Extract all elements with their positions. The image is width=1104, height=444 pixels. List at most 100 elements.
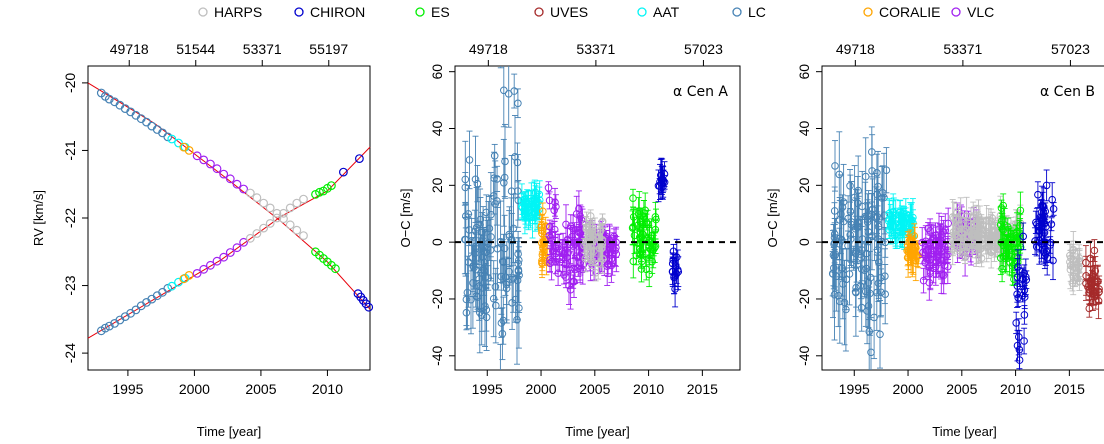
oc-point-es	[646, 240, 655, 259]
oc-point-chiron	[658, 165, 666, 195]
oc-marker	[1000, 221, 1009, 229]
oc-marker	[1014, 263, 1022, 271]
oc-point-aat	[891, 231, 900, 249]
legend-marker-coralie	[863, 7, 873, 17]
oc-point-vlc	[566, 225, 575, 265]
oc-marker	[500, 173, 509, 182]
oc-point-lc	[858, 170, 867, 242]
oc-marker	[830, 264, 838, 272]
oc-marker	[503, 278, 511, 287]
oc-point-harps	[985, 208, 993, 246]
legend-label-harps: HARPS	[214, 4, 262, 20]
oc-marker	[891, 236, 900, 245]
rv-point-aat	[167, 134, 177, 144]
rv-point-harps	[245, 188, 255, 198]
x-tick-label: 2005	[946, 381, 977, 397]
oc-marker	[472, 223, 481, 232]
oc-point-lc	[878, 166, 886, 230]
oc-marker	[876, 274, 885, 282]
oc-marker	[985, 223, 993, 231]
oc-marker	[1066, 258, 1074, 266]
oc-marker	[860, 266, 869, 275]
oc-marker	[968, 230, 976, 239]
oc-marker	[878, 194, 886, 202]
y-tick-label: 60	[429, 64, 445, 80]
oc-point-lc	[853, 189, 862, 264]
oc-marker	[491, 283, 500, 291]
oc-marker	[927, 236, 936, 245]
top-tick-label: 55197	[309, 41, 348, 57]
oc-point-lc	[500, 66, 508, 128]
oc-marker	[846, 231, 855, 239]
oc-marker	[598, 217, 607, 226]
oc-marker	[637, 233, 646, 241]
x-tick-label: 2000	[179, 381, 210, 397]
oc-point-es	[999, 193, 1008, 218]
oc-marker	[479, 253, 488, 261]
oc-point-harps	[1074, 253, 1083, 282]
oc-point-lc	[864, 292, 873, 321]
oc-marker	[900, 218, 909, 227]
rv-point-harps	[259, 198, 269, 208]
oc-point-lc	[860, 243, 869, 298]
oc-marker	[974, 212, 983, 220]
oc-marker	[912, 252, 921, 260]
oc-marker	[595, 232, 603, 240]
oc-marker	[999, 252, 1008, 261]
x-tick-label: 2000	[892, 381, 923, 397]
legend-item-lc: LC	[732, 4, 766, 20]
rv-point-chiron	[355, 154, 364, 164]
oc-marker	[842, 305, 850, 314]
x-tick-label: 2010	[633, 381, 664, 397]
oc-marker	[562, 220, 570, 229]
oc-point-harps	[1067, 241, 1075, 276]
oc-marker	[473, 293, 482, 301]
x-axis-title: Time [year]	[197, 424, 262, 439]
legend-item-harps: HARPS	[198, 4, 262, 20]
oc-point-harps	[974, 199, 983, 233]
x-axis-title: Time [year]	[565, 424, 630, 439]
oc-point-lc	[857, 283, 866, 332]
oc-point-harps	[591, 264, 600, 282]
oc-point-aat	[521, 196, 529, 235]
oc-marker	[475, 275, 484, 283]
y-tick-label: -24	[62, 343, 78, 363]
oc-marker	[465, 156, 474, 164]
oc-marker	[571, 240, 579, 248]
oc-marker	[462, 295, 471, 304]
oc-marker	[879, 189, 887, 197]
oc-point-harps	[991, 236, 1000, 256]
rv-point-es	[315, 187, 324, 197]
oc-marker	[837, 210, 845, 219]
oc-point-coralie	[906, 229, 915, 251]
oc-point-lc	[831, 140, 839, 192]
y-tick-label: 20	[429, 177, 445, 193]
oc-marker	[481, 302, 489, 311]
top-tick-label: 57023	[684, 41, 723, 57]
rv-point-vlc	[192, 269, 202, 278]
x-tick-label: 2005	[245, 381, 276, 397]
legend-item-vlc: VLC	[951, 4, 994, 20]
oc-marker	[852, 283, 860, 292]
oc-marker	[1020, 286, 1029, 295]
rv-point-vlc	[219, 252, 229, 262]
legend-label-uves: UVES	[550, 4, 588, 20]
oc-point-vlc	[610, 228, 618, 245]
oc-point-lc	[462, 272, 471, 327]
oc-point-aat	[900, 213, 909, 231]
oc-point-aat	[532, 196, 541, 210]
y-tick-label: 60	[796, 64, 812, 80]
oc-marker	[587, 246, 595, 255]
oc-marker	[594, 259, 603, 268]
rv-point-vlc	[212, 256, 222, 266]
legend-item-aat: AAT	[637, 4, 680, 20]
oc-marker	[937, 247, 946, 256]
oc-marker	[846, 235, 855, 243]
oc-point-lc	[852, 188, 860, 265]
oc-marker	[505, 232, 514, 241]
oc-point-harps	[1069, 243, 1077, 258]
oc-marker	[473, 179, 482, 188]
oc-marker	[998, 225, 1007, 233]
x-tick-label: 1995	[839, 381, 870, 397]
oc-marker	[885, 215, 894, 224]
